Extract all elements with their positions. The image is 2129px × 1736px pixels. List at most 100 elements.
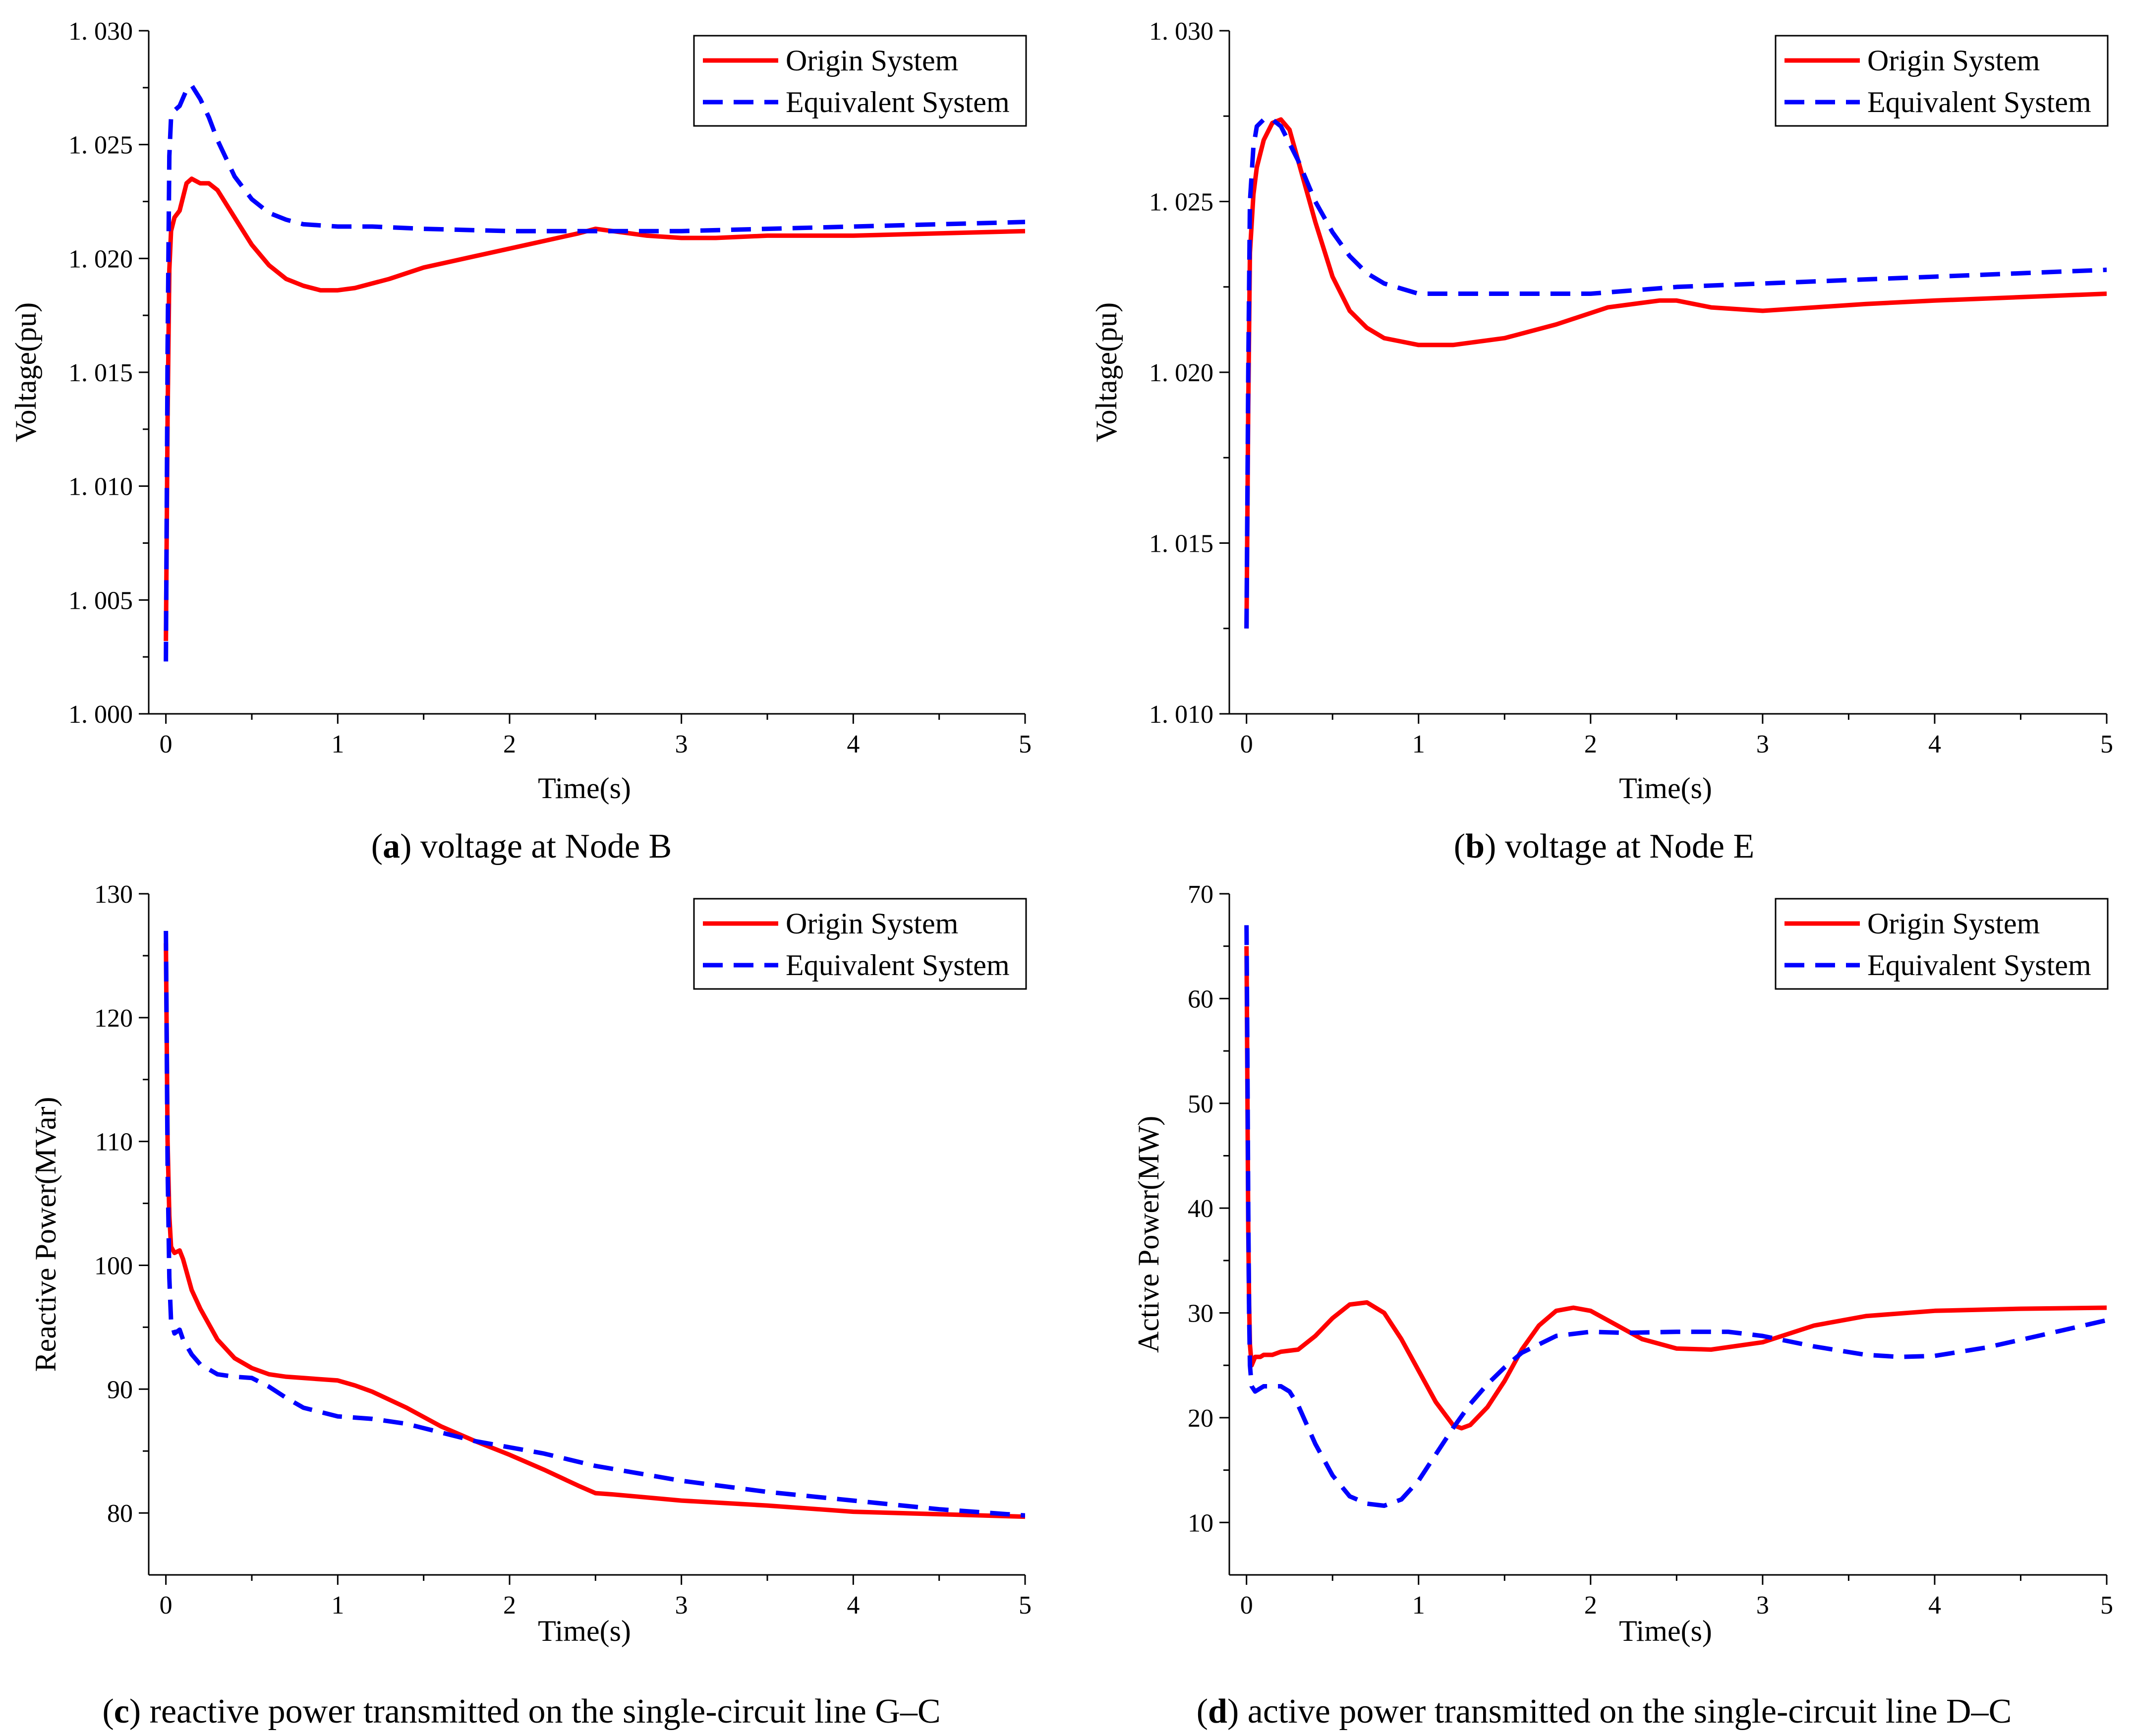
x-tick-label: 3 [1756,730,1769,758]
y-tick-label: 60 [1188,985,1213,1013]
y-tick-label: 1. 015 [68,359,133,387]
panel-d: 0 1 2 3 4 5 10 20 30 40 50 60 70 Time(s) Active Power(… [1132,880,2113,1731]
y-tick-label: 40 [1188,1195,1213,1223]
x-tick-label: 3 [675,730,688,758]
y-tick-label: 30 [1188,1300,1213,1328]
y-tick-label: 1. 025 [1149,188,1213,217]
legend-box [693,898,1027,990]
legend: Origin System Equivalent System [1775,35,2109,127]
x-tick-label: 4 [1928,730,1941,758]
y-axis-label: Voltage(pu) [1090,302,1123,442]
y-tick-label: 90 [107,1376,133,1404]
y-tick-label: 1. 020 [68,245,133,273]
origin-system-line [164,943,1025,1519]
equivalent-system-line [164,83,1025,662]
x-tick-label: 4 [847,730,860,758]
x-tick-label: 2 [1584,1591,1597,1620]
origin-system-line [164,176,1025,641]
caption-letter: c [114,1692,129,1731]
x-axis-label: Time(s) [1619,772,1712,805]
legend: Origin System Equivalent System [1775,898,2109,990]
x-tick-label: 5 [1019,730,1032,758]
panel-b: 0 1 2 3 4 5 1. 010 1. 015 1. 020 1. 025 1. 030 Time… [1090,17,2113,866]
y-tick-label: 1. 020 [1149,359,1213,387]
legend-entry: Equivalent System [786,949,1010,982]
y-tick-label: 1. 010 [1149,700,1213,729]
legend-box [1775,898,2109,990]
x-axis-label: Time(s) [1619,1615,1712,1647]
legend-entry: Equivalent System [1867,86,2091,118]
x-axis-label: Time(s) [538,772,631,805]
legend-box [693,35,1027,127]
x-tick-label: 5 [2100,1591,2113,1620]
caption-text: active power transmitted on the single-c… [1239,1692,2012,1731]
x-tick-label: 0 [160,1591,173,1620]
plot-area: 0 1 2 3 4 5 10 20 30 40 50 60 70 Time(s) Active Power(… [1132,880,2113,1647]
legend: Origin System Equivalent System [693,898,1027,990]
y-tick-label: 1. 025 [68,131,133,160]
caption: (c) reactive power transmitted on the si… [102,1692,940,1731]
y-tick-label: 80 [107,1500,133,1528]
x-tick-label: 1 [1412,730,1425,758]
legend-entry: Equivalent System [786,86,1010,118]
x-tick-label: 1 [331,730,344,758]
y-tick-label: 1. 030 [1149,17,1213,46]
equivalent-system-line [1244,117,2107,629]
x-tick-label: 5 [2100,730,2113,758]
y-tick-label: 100 [94,1252,133,1280]
y-tick-label: 50 [1188,1090,1213,1118]
legend-entry: Origin System [1867,907,2040,940]
x-tick-label: 0 [1240,730,1253,758]
y-tick-label: 1. 005 [68,586,133,615]
caption-text: voltage at Node E [1496,827,1754,866]
panel-c: 0 1 2 3 4 5 80 90 100 110 120 130 Time(s) Reactive Po… [29,880,1032,1731]
legend-entry: Equivalent System [1867,949,2091,982]
x-tick-label: 4 [847,1591,860,1620]
caption-text: reactive power transmitted on the single… [141,1692,940,1731]
legend-box [1775,35,2109,127]
y-tick-label: 110 [95,1128,133,1157]
x-tick-label: 2 [1584,730,1597,758]
origin-system-line [1244,117,2107,629]
plot-area: 0 1 2 3 4 5 80 90 100 110 120 130 Time(s) Reactive Po… [29,880,1032,1647]
y-tick-label: 1. 000 [68,700,133,729]
y-tick-label: 1. 015 [1149,530,1213,558]
y-tick-label: 10 [1188,1509,1213,1537]
y-tick-label: 130 [94,880,133,909]
y-tick-label: 70 [1188,880,1213,909]
x-tick-label: 1 [1412,1591,1425,1620]
caption: (a) voltage at Node B [371,827,672,866]
plot-area: 0 1 2 3 4 5 1. 000 1. 005 1. 010 1. 015 1. 020 1. 0… [9,17,1032,805]
y-axis-label: Reactive Power(MVar) [29,1097,62,1372]
x-tick-label: 2 [503,1591,516,1620]
y-axis-label: Active Power(MW) [1132,1116,1165,1353]
x-axis-label: Time(s) [538,1615,631,1647]
caption-text: voltage at Node B [411,827,672,866]
y-tick-label: 1. 010 [68,473,133,501]
x-tick-label: 2 [503,730,516,758]
origin-system-line [1244,946,2107,1431]
plot-area: 0 1 2 3 4 5 1. 010 1. 015 1. 020 1. 025 1. 030 Time… [1090,17,2113,805]
legend: Origin System Equivalent System [693,35,1027,127]
legend-entry: Origin System [786,44,958,77]
legend-entry: Origin System [786,907,958,940]
y-tick-label: 1. 030 [68,17,133,46]
caption: (d) active power transmitted on the sing… [1197,1692,2012,1731]
equivalent-system-line [164,930,1025,1518]
caption: (b) voltage at Node E [1454,827,1755,866]
x-tick-label: 0 [160,730,173,758]
caption-letter: d [1208,1692,1227,1731]
x-tick-label: 3 [675,1591,688,1620]
equivalent-system-line [1244,925,2107,1508]
x-tick-label: 5 [1019,1591,1032,1620]
y-tick-label: 120 [94,1004,133,1033]
legend-entry: Origin System [1867,44,2040,77]
y-tick-label: 20 [1188,1404,1213,1433]
x-tick-label: 0 [1240,1591,1253,1620]
caption-letter: a [383,827,400,866]
x-tick-label: 1 [331,1591,344,1620]
y-axis-label: Voltage(pu) [9,302,42,442]
x-tick-label: 3 [1756,1591,1769,1620]
x-tick-label: 4 [1928,1591,1941,1620]
